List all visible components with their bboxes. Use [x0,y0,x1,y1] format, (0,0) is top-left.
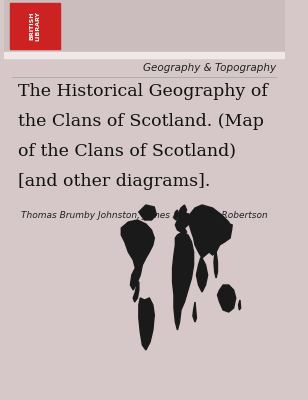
Polygon shape [193,302,197,322]
Polygon shape [139,205,156,220]
Text: the Clans of Scotland. (Map: the Clans of Scotland. (Map [18,113,264,130]
Polygon shape [139,298,154,350]
Polygon shape [189,205,232,258]
Text: of the Clans of Scotland): of the Clans of Scotland) [18,143,236,160]
Polygon shape [172,232,194,330]
Bar [4,0,285,52]
Polygon shape [239,300,241,310]
Text: Thomas Brumby Johnston, James Alexander Robertson: Thomas Brumby Johnston, James Alexander … [21,211,268,220]
Polygon shape [174,210,178,220]
Text: BRITISH
LIBRARY: BRITISH LIBRARY [30,11,40,41]
Polygon shape [177,205,187,218]
Polygon shape [175,212,192,235]
Polygon shape [133,282,139,302]
Polygon shape [121,220,154,290]
Polygon shape [214,252,217,278]
Polygon shape [197,258,208,292]
Polygon shape [217,285,236,312]
Bar [10,3,60,49]
Text: [and other diagrams].: [and other diagrams]. [18,173,210,190]
Text: Geography & Topography: Geography & Topography [143,63,277,73]
Polygon shape [229,224,232,230]
Bar [4,52,285,58]
Text: The Historical Geography of: The Historical Geography of [18,83,268,100]
